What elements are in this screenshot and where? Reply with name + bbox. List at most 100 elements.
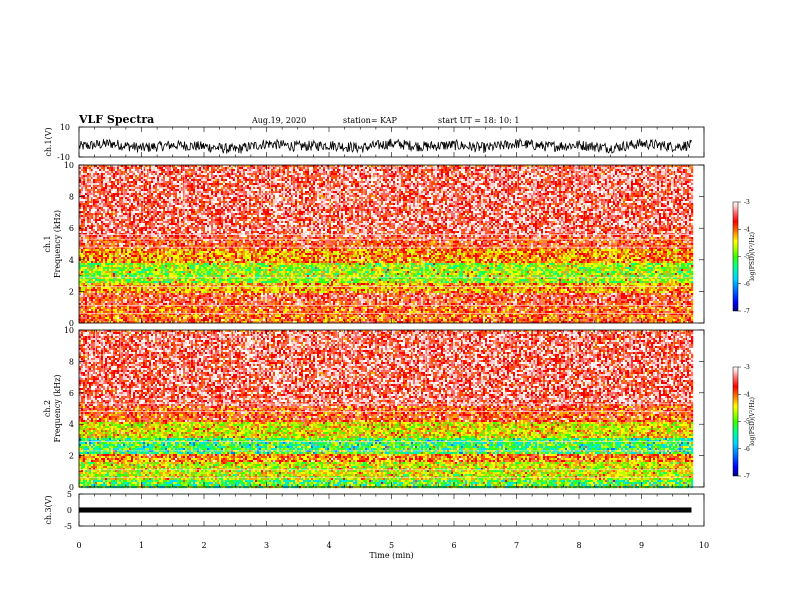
spec1-cell — [289, 179, 291, 181]
spec1-cell — [121, 175, 123, 177]
spec1-cell — [125, 187, 127, 189]
spec1-cell — [185, 185, 187, 187]
spec1-cell — [471, 175, 473, 177]
spec1-cell — [93, 187, 95, 189]
spec1-cell — [117, 187, 119, 189]
spec1-cell — [361, 167, 363, 169]
spec1-cell — [105, 183, 107, 185]
spec1-cell — [527, 179, 529, 181]
spec1-cell — [289, 167, 291, 169]
spec1-cell — [393, 175, 395, 177]
spec1-cell — [507, 185, 509, 187]
spec1-cell — [319, 169, 321, 171]
spec1-cell — [189, 187, 191, 189]
spec1-cell — [447, 167, 449, 169]
spec1-cell — [263, 187, 265, 189]
spec1-cell — [609, 173, 611, 175]
spec1-cell — [139, 181, 141, 183]
spec1-cell — [621, 183, 623, 185]
spec1-cell — [343, 171, 345, 173]
spec1-cell — [439, 187, 441, 189]
spec1-cell — [217, 167, 219, 169]
spec1-cell — [311, 187, 313, 189]
spec1-cell — [453, 185, 455, 187]
spec1-cell — [581, 185, 583, 187]
spec1-cell — [619, 177, 621, 179]
spec1-cell — [643, 179, 645, 181]
spec1-cell — [433, 169, 435, 171]
spec1-cell — [289, 185, 291, 187]
spec1-cell — [531, 183, 533, 185]
spec1-cell — [629, 179, 631, 181]
spec1-cell — [93, 185, 95, 187]
spec1-cell — [411, 167, 413, 169]
spec1-cell — [297, 181, 299, 183]
spec1-cell — [443, 175, 445, 177]
spec1-cell — [389, 183, 391, 185]
spec1-cell — [245, 181, 247, 183]
spec1-cell — [403, 181, 405, 183]
spec1-cell — [159, 175, 161, 177]
spec1-cell — [237, 183, 239, 185]
spec1-cell — [255, 187, 257, 189]
spec1-cell — [193, 179, 195, 181]
spec1-cell — [145, 181, 147, 183]
spec1-cell — [271, 181, 273, 183]
spec1-cell — [603, 185, 605, 187]
spec1-cell — [621, 175, 623, 177]
spec1-cell — [691, 181, 693, 183]
spec1-cell — [177, 181, 179, 183]
spec1-cell — [669, 167, 671, 169]
spec1-cell — [341, 173, 343, 175]
spec1-cell — [245, 187, 247, 189]
spec1-cell — [369, 181, 371, 183]
spec1-cell — [471, 185, 473, 187]
spec1-cell — [597, 169, 599, 171]
spec1-cell — [425, 169, 427, 171]
spec1-cell — [161, 169, 163, 171]
spec1-cell — [485, 185, 487, 187]
spec1-cell — [495, 181, 497, 183]
spec1-cell — [543, 181, 545, 183]
spec1-cell — [99, 181, 101, 183]
spec1-cell — [603, 175, 605, 177]
spec1-cell — [629, 177, 631, 179]
spec1-cell — [485, 171, 487, 173]
spec1-cell — [587, 187, 589, 189]
spec1-cell — [309, 169, 311, 171]
spec1-cell — [203, 181, 205, 183]
spec1-cell — [481, 167, 483, 169]
spec1-cell — [563, 179, 565, 181]
spec1-cell — [345, 179, 347, 181]
spec1-cell — [373, 181, 375, 183]
spec1-cell — [627, 179, 629, 181]
spec1-cell — [599, 175, 601, 177]
spec1-cell — [647, 179, 649, 181]
spec1-cell — [279, 173, 281, 175]
spec1-cell — [199, 185, 201, 187]
spec1-cell — [635, 185, 637, 187]
spec1-cell — [209, 181, 211, 183]
spec1-cell — [121, 187, 123, 189]
spec1-cell — [685, 179, 687, 181]
spec1-cell — [675, 171, 677, 173]
spec1-cell — [653, 183, 655, 185]
spec1-cell — [439, 181, 441, 183]
spec1-cell — [399, 169, 401, 171]
spec1-cell — [385, 167, 387, 169]
spec1-cell — [189, 181, 191, 183]
spec1-cell — [505, 171, 507, 173]
spec1-cell — [507, 177, 509, 179]
spec1-cell — [623, 183, 625, 185]
spec1-cell — [197, 181, 199, 183]
spec1-cell — [433, 179, 435, 181]
spec1-cell — [401, 171, 403, 173]
spec1-cell — [301, 169, 303, 171]
spec1-cell — [305, 169, 307, 171]
spec1-cell — [595, 187, 597, 189]
spec1-cell — [193, 181, 195, 183]
spec1-cell — [345, 187, 347, 189]
spec1-cell — [439, 171, 441, 173]
spec1-cell — [365, 187, 367, 189]
spec1-cell — [381, 167, 383, 169]
